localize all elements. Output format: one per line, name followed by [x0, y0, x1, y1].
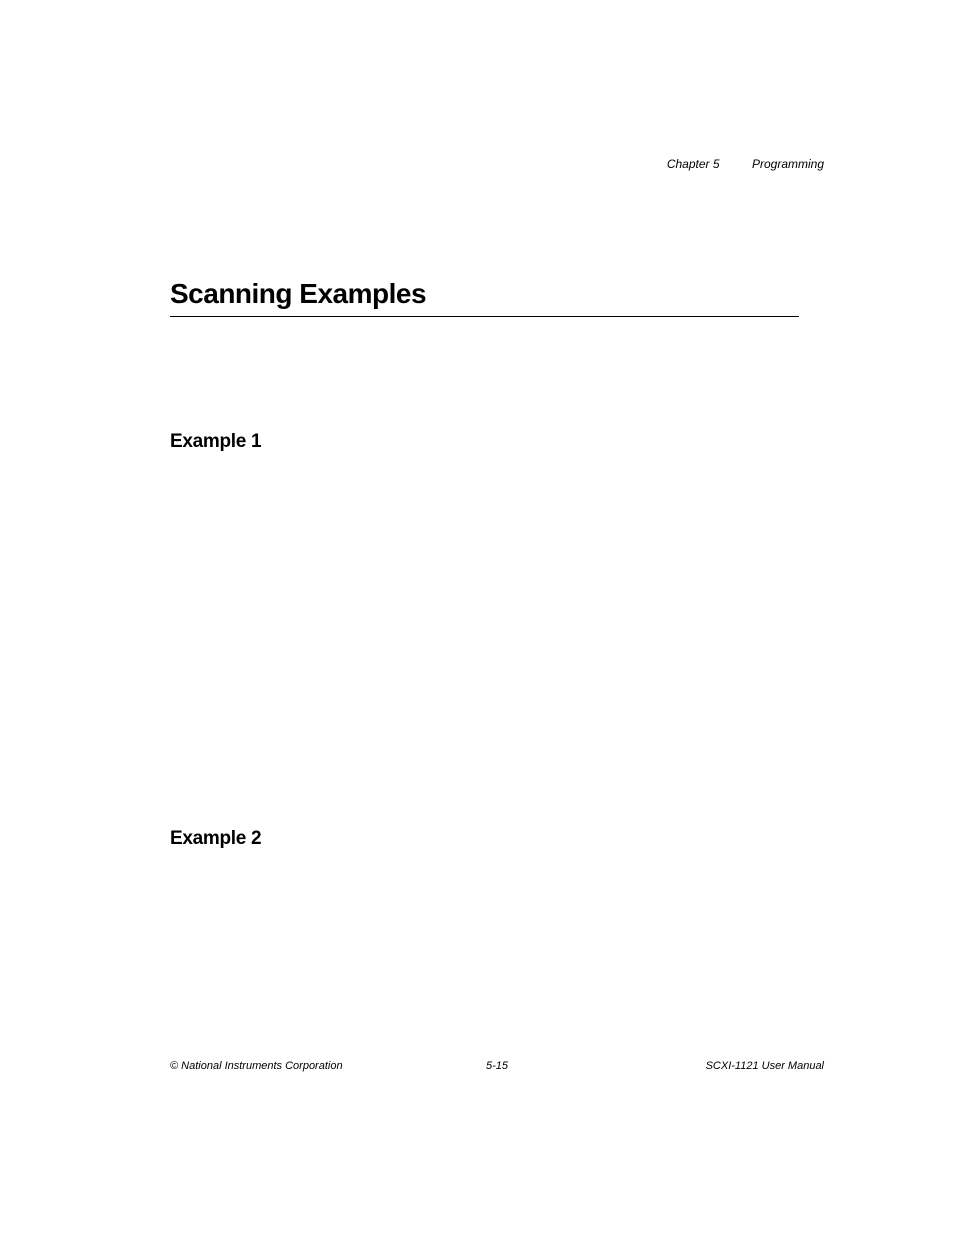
section-heading: Scanning Examples: [170, 278, 799, 316]
example-2-heading: Example 2: [170, 828, 261, 850]
example-2-container: Example 2: [170, 828, 261, 850]
page-container: Chapter 5 Programming Scanning Examples …: [0, 0, 954, 1235]
heading-underline: [170, 316, 799, 317]
footer-page-number: 5-15: [486, 1060, 508, 1072]
page-footer: © National Instruments Corporation 5-15 …: [170, 1060, 824, 1072]
footer-copyright: © National Instruments Corporation: [170, 1060, 343, 1072]
header-title: Programming: [752, 157, 824, 171]
header-chapter: Chapter 5: [667, 157, 720, 171]
example-1-heading: Example 1: [170, 431, 261, 453]
example-1-container: Example 1: [170, 431, 261, 453]
section-heading-container: Scanning Examples: [170, 278, 799, 317]
footer-manual-title: SCXI-1121 User Manual: [706, 1060, 824, 1072]
page-header: Chapter 5 Programming: [667, 155, 824, 173]
